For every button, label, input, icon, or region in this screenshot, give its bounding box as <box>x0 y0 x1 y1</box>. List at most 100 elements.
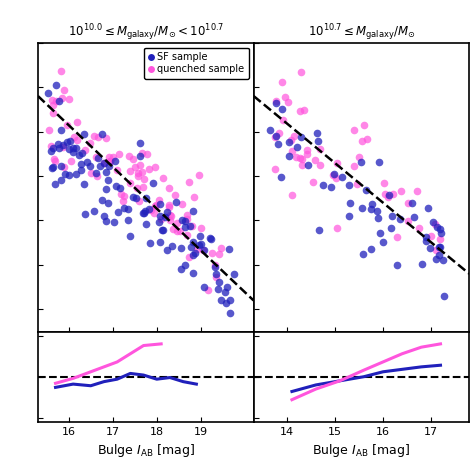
Point <box>158 226 165 234</box>
Point <box>47 147 55 155</box>
Point <box>147 206 155 213</box>
Point <box>346 199 354 207</box>
Point <box>338 173 346 181</box>
Point <box>373 207 381 215</box>
Point <box>178 217 185 224</box>
Point <box>206 235 214 242</box>
X-axis label: Bulge $I_{\rm AB}$ [mag]: Bulge $I_{\rm AB}$ [mag] <box>312 442 410 459</box>
Point <box>90 207 98 215</box>
Point <box>431 220 439 228</box>
Point <box>52 81 59 89</box>
Point <box>226 245 233 253</box>
Point <box>48 96 56 104</box>
Point <box>186 222 193 229</box>
Point <box>169 226 176 233</box>
Point <box>165 184 173 191</box>
Point <box>374 214 382 222</box>
Point <box>222 299 230 307</box>
Point <box>275 129 283 137</box>
Point <box>436 225 444 232</box>
Point <box>60 164 68 171</box>
Point <box>285 138 292 146</box>
Point <box>215 251 222 258</box>
Point <box>164 246 171 253</box>
Point <box>49 101 57 109</box>
Point <box>436 235 444 243</box>
Point <box>185 253 193 261</box>
Point <box>435 251 443 259</box>
Point <box>433 255 440 263</box>
Point <box>124 217 131 224</box>
Point <box>64 138 71 146</box>
Point <box>173 198 180 206</box>
Point <box>212 271 220 278</box>
Point <box>127 167 134 175</box>
Point <box>164 208 171 216</box>
Point <box>120 192 128 200</box>
Point <box>183 211 191 219</box>
Point <box>100 213 108 220</box>
Point <box>68 157 75 164</box>
Point <box>396 215 404 222</box>
Point <box>355 154 362 161</box>
Point <box>357 158 365 165</box>
Point <box>424 204 431 212</box>
Point <box>151 209 158 217</box>
Point <box>137 161 144 169</box>
Point <box>313 129 321 137</box>
Point <box>151 202 159 210</box>
Point <box>81 181 88 188</box>
Point <box>66 137 73 145</box>
Point <box>159 174 167 182</box>
Point <box>62 171 69 178</box>
Point <box>59 143 67 151</box>
Point <box>227 296 234 303</box>
Point <box>380 179 387 186</box>
Point <box>69 145 77 152</box>
Point <box>157 238 164 246</box>
Point <box>368 246 375 253</box>
Point <box>272 100 279 107</box>
Point <box>166 216 174 224</box>
Point <box>102 217 109 225</box>
Point <box>217 244 225 252</box>
Point <box>422 233 430 241</box>
Point <box>83 158 91 166</box>
Point <box>181 261 189 268</box>
Point <box>70 148 77 156</box>
Point <box>376 229 383 237</box>
Title: $10^{10.7} \leq M_{\rm galaxy}/M_{\odot}$: $10^{10.7} \leq M_{\rm galaxy}/M_{\odot}… <box>308 22 415 43</box>
Point <box>155 218 163 226</box>
Point <box>200 283 207 291</box>
Point <box>146 205 153 212</box>
Point <box>314 137 321 145</box>
Point <box>296 154 303 162</box>
Point <box>190 208 197 215</box>
Point <box>409 199 416 207</box>
Point <box>104 200 112 207</box>
Point <box>415 224 422 231</box>
Point <box>92 154 100 161</box>
Point <box>363 186 370 194</box>
Point <box>428 232 435 240</box>
Point <box>153 201 160 209</box>
Point <box>404 217 411 225</box>
Point <box>353 180 360 187</box>
Point <box>272 133 280 140</box>
Point <box>104 176 112 184</box>
Point <box>309 179 317 186</box>
Point <box>315 226 322 234</box>
Point <box>49 145 56 152</box>
Point <box>177 244 184 252</box>
Point <box>215 285 222 293</box>
Point <box>176 227 184 234</box>
Point <box>179 201 186 208</box>
Point <box>359 250 367 258</box>
Point <box>182 217 189 225</box>
Point <box>284 98 292 106</box>
Point <box>139 209 147 217</box>
Point <box>55 97 63 105</box>
Point <box>52 97 60 105</box>
Point <box>140 175 148 182</box>
Point <box>57 126 64 133</box>
